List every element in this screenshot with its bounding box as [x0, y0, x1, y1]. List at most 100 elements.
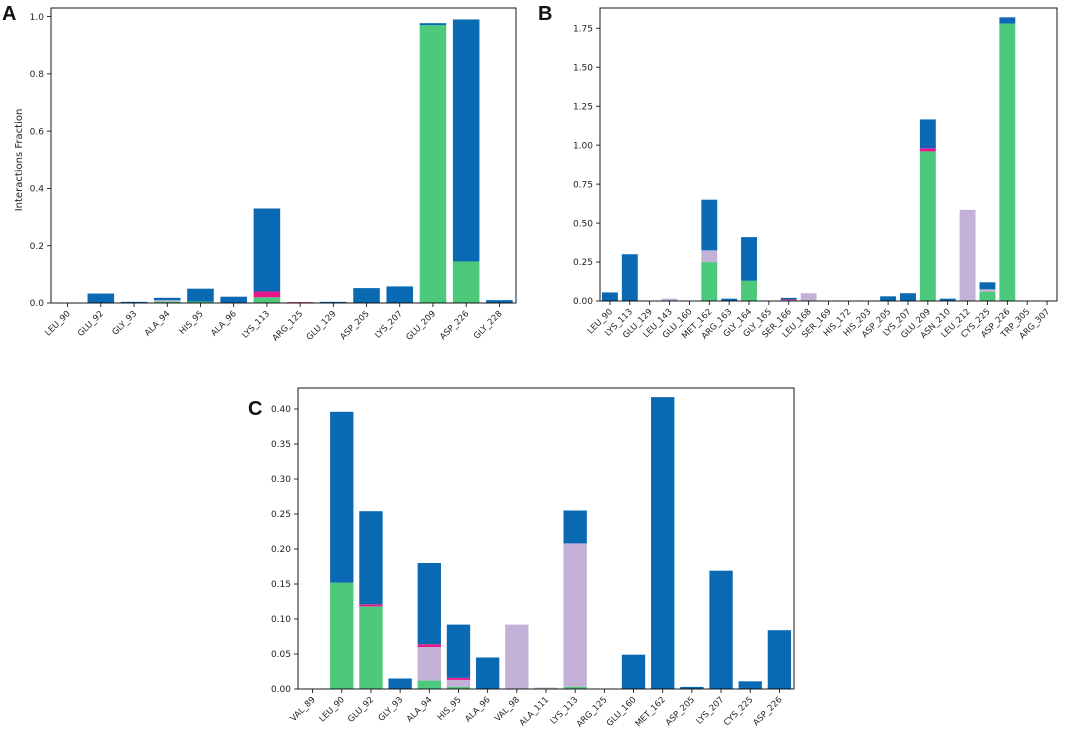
bar-b-gly_164-water-bridges — [741, 237, 757, 281]
bar-b-cys_225-hydrophobic — [979, 289, 996, 292]
bar-a-gly_228-water-bridges — [486, 300, 513, 303]
x-tick-label-a: GLU_209 — [404, 309, 438, 343]
x-tick-label-c: ALA_94 — [405, 695, 434, 724]
bar-b-asp_226-water-bridges — [999, 17, 1016, 24]
plot-area-b: 0.000.250.500.751.001.251.501.75LEU_90LY… — [573, 7, 1058, 342]
bar-b-asp_205-water-bridges — [880, 296, 897, 301]
x-tick-label-c: ASP_226 — [751, 695, 784, 728]
bar-a-asp_205-water-bridges — [353, 288, 380, 303]
bar-c-leu_90-water-bridges — [330, 411, 354, 583]
bar-a-asp_226-water-bridges — [452, 19, 480, 262]
bar-c-lys_207-water-bridges — [709, 570, 733, 689]
bar-b-glu_209-ionic — [919, 148, 936, 152]
x-tick-label-c: VAL_98 — [493, 695, 522, 724]
bar-c-lys_113-water-bridges — [563, 510, 587, 544]
x-tick-label-a: ASP_205 — [339, 309, 372, 342]
bar-c-met_162-water-bridges — [651, 397, 675, 689]
bar-c-glu_92-h-bonds — [359, 606, 383, 689]
x-tick-label-c: ARG_125 — [575, 695, 609, 729]
bar-a-lys_113-ionic — [253, 291, 281, 298]
bar-a-lys_113-h-bonds — [253, 297, 281, 303]
x-tick-label-c: HIS_95 — [436, 695, 464, 723]
axes-frame-a — [50, 7, 517, 304]
x-tick-label-a: LYS_207 — [373, 309, 405, 341]
x-tick-label-c: VAL_89 — [289, 695, 318, 724]
x-tick-label-a: ALA_94 — [143, 309, 172, 338]
bar-b-asn_210-water-bridges — [939, 298, 956, 301]
bar-a-ala_94-water-bridges — [153, 297, 181, 301]
y-tick-label-b: 1.75 — [573, 24, 593, 34]
bar-b-glu_209-water-bridges — [919, 119, 936, 149]
x-tick-label-a: HIS_95 — [178, 309, 206, 337]
bar-a-ala_94-hydrophobic — [153, 300, 181, 302]
x-tick-label-c: ALA_111 — [518, 695, 551, 728]
bar-c-his_95-h-bonds — [446, 686, 471, 689]
bar-b-met_162-h-bonds — [701, 262, 718, 301]
y-tick-label-c: 0.30 — [271, 475, 291, 485]
bar-b-arg_163-water-bridges — [721, 298, 738, 301]
bar-a-his_95-h-bonds — [187, 301, 214, 303]
x-tick-label-a: LEU_90 — [43, 309, 72, 338]
bar-b-ser_166-ionic — [780, 299, 797, 301]
y-tick-label-a: 0.2 — [30, 242, 44, 252]
x-tick-label-c: ASP_205 — [664, 695, 697, 728]
bar-a-glu_209-water-bridges — [419, 23, 447, 26]
bar-c-cys_225-water-bridges — [738, 681, 762, 689]
bar-b-met_162-hydrophobic — [701, 250, 718, 263]
y-tick-label-a: 0.4 — [30, 185, 45, 195]
x-tick-label-c: LYS_207 — [695, 695, 727, 727]
y-tick-label-b: 1.25 — [573, 102, 593, 112]
bar-c-glu_160-water-bridges — [621, 654, 646, 689]
panel-label-b: B — [538, 3, 552, 25]
x-tick-label-c: CYS_225 — [722, 695, 755, 728]
x-tick-label-a: ARG_125 — [271, 309, 305, 343]
bar-b-met_162-water-bridges — [701, 199, 718, 251]
bar-c-gly_93-water-bridges — [388, 678, 412, 689]
y-axis-label-a: Interactions Fraction — [14, 109, 25, 212]
y-tick-label-c: 0.15 — [271, 580, 291, 590]
bar-c-ala_94-water-bridges — [417, 563, 441, 645]
bar-c-his_95-water-bridges — [446, 624, 471, 678]
plot-area-c: 0.00 0.05 0.10 0.15 0.20 0.25 0.30 0.35 0.40 VAL_… — [271, 387, 795, 730]
x-tick-label-a: ASP_226 — [438, 309, 471, 342]
y-tick-label-c: 0.40 — [271, 405, 291, 415]
y-tick-label-b: 0.50 — [573, 219, 593, 229]
bar-b-cys_225-water-bridges — [979, 282, 996, 290]
bar-a-asp_226-h-bonds — [452, 261, 480, 303]
y-tick-label-a: 1.0 — [30, 13, 45, 23]
bar-b-leu_143-hydrophobic — [661, 298, 678, 301]
x-tick-label-a: GLU_129 — [305, 309, 339, 343]
y-tick-label-c: 0.05 — [271, 650, 291, 660]
bar-b-glu_209-h-bonds — [919, 151, 936, 301]
bar-c-ala_94-hydrophobic — [417, 647, 441, 681]
bar-c-leu_90-h-bonds — [330, 582, 354, 689]
y-tick-label-a: 0.0 — [30, 299, 45, 309]
bar-a-glu_129-water-bridges — [320, 301, 347, 303]
bar-c-val_98-hydrophobic — [505, 624, 529, 689]
y-tick-label-a: 0.6 — [30, 127, 45, 137]
bar-c-ala_94-h-bonds — [417, 680, 441, 689]
y-tick-label-b: 1.00 — [573, 141, 593, 151]
bar-a-lys_207-water-bridges — [386, 286, 414, 303]
x-tick-label-c: MET_162 — [634, 695, 668, 729]
bar-b-asp_226-h-bonds — [999, 23, 1016, 302]
panel-b: B 0.000.250.500.751.001.251.501.75LEU_90… — [538, 3, 1058, 342]
x-tick-label-c: GLY_93 — [377, 695, 406, 724]
panel-label-c: C — [248, 398, 262, 420]
bar-b-ser_166-water-bridges — [780, 297, 797, 300]
bar-c-ala_94-ionic — [417, 644, 441, 647]
y-tick-label-b: 0.00 — [573, 297, 593, 307]
bar-b-leu_168-hydrophobic — [800, 293, 817, 301]
x-tick-label-c: GLU_92 — [346, 695, 376, 725]
y-tick-label-b: 1.50 — [573, 63, 593, 73]
panel-label-a: A — [2, 3, 16, 25]
bar-b-cys_225-h-bonds — [979, 291, 996, 301]
bar-a-gly_93-water-bridges — [120, 301, 148, 303]
bar-c-asp_226-water-bridges — [767, 630, 792, 689]
bar-a-glu_92-water-bridges — [87, 293, 115, 303]
bar-b-leu_212-hydrophobic — [959, 209, 976, 301]
bar-a-ala_96-water-bridges — [220, 296, 247, 303]
bar-c-lys_113-hydrophobic — [563, 543, 587, 687]
